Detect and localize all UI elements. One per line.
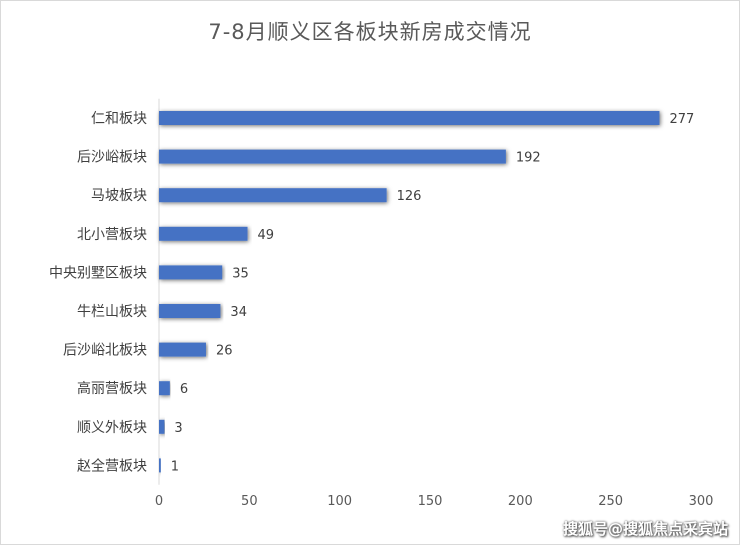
x-tick-label: 0 — [155, 494, 163, 509]
x-tick-label: 250 — [598, 494, 623, 509]
x-tick-label: 200 — [508, 494, 533, 509]
data-label: 192 — [516, 151, 541, 166]
data-label: 3 — [174, 421, 182, 436]
bar-5 — [159, 265, 223, 280]
value-labels: 277 192 126 49 35 34 26 6 3 1 — [171, 112, 694, 474]
data-label: 34 — [230, 305, 247, 320]
bar-4 — [159, 226, 248, 241]
category-label: 马坡板块 — [91, 188, 147, 204]
data-label: 49 — [258, 228, 275, 243]
watermark: 搜狐号@搜狐焦点采宾站 — [562, 520, 728, 538]
bar-6 — [159, 304, 221, 318]
bar-3 — [159, 188, 387, 203]
data-label: 277 — [669, 112, 694, 127]
x-tick-label: 100 — [327, 494, 352, 509]
bars-group — [159, 111, 660, 473]
bar-7 — [159, 342, 206, 357]
category-labels: 仁和板块后沙峪板块马坡板块北小营板块中央别墅区板块牛栏山板块后沙峪北板块高丽营板… — [49, 111, 147, 474]
bar-1 — [159, 111, 660, 125]
category-label: 中央别墅区板块 — [49, 265, 147, 281]
category-label: 后沙峪北板块 — [63, 343, 147, 359]
x-tick-labels: 0 50 100 150 200 250 300 — [155, 494, 714, 509]
bar-9 — [159, 419, 165, 434]
bar-8 — [159, 381, 170, 396]
chart-title: 7-8月顺义区各板块新房成交情况 — [208, 20, 532, 44]
category-label: 后沙峪板块 — [77, 150, 147, 166]
category-label: 北小营板块 — [77, 227, 147, 243]
data-label: 26 — [216, 344, 233, 359]
category-label: 赵全营板块 — [77, 457, 147, 474]
bar-10 — [159, 458, 161, 473]
data-label: 35 — [232, 266, 249, 281]
category-label: 高丽营板块 — [77, 380, 147, 397]
category-label: 牛栏山板块 — [77, 304, 147, 320]
x-tick-label: 50 — [241, 494, 258, 509]
data-label: 126 — [397, 189, 422, 204]
x-tick-label: 300 — [689, 494, 714, 509]
category-label: 仁和板块 — [91, 111, 147, 127]
category-label: 顺义外板块 — [77, 420, 147, 436]
data-label: 1 — [171, 459, 179, 474]
data-label: 6 — [180, 382, 188, 397]
x-tick-label: 150 — [418, 494, 443, 509]
bar-2 — [159, 149, 506, 164]
